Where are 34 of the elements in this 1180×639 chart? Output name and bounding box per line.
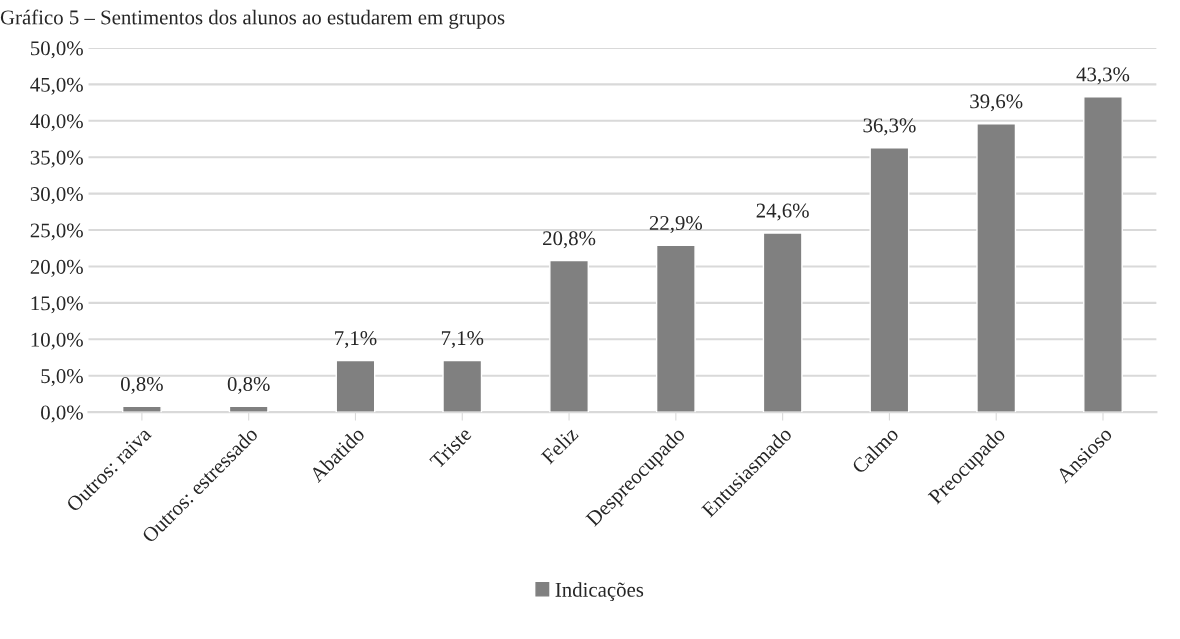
- y-tick-label: 35,0%: [30, 150, 83, 168]
- bar: [1083, 96, 1123, 413]
- y-tick-label: 40,0%: [30, 114, 83, 132]
- bar: [335, 359, 376, 413]
- data-label: 22,9%: [649, 215, 703, 233]
- y-tick-label: 10,0%: [31, 332, 83, 350]
- data-label: 7,1%: [441, 331, 484, 349]
- bar: [228, 405, 269, 413]
- data-label: 39,6%: [970, 94, 1023, 112]
- y-tick-label: 5,0%: [41, 369, 83, 387]
- y-tick-label: 45,0%: [30, 77, 83, 95]
- data-label: 24,6%: [756, 203, 809, 221]
- bar: [869, 147, 910, 413]
- data-label: 43,3%: [1076, 67, 1130, 85]
- y-tick-label: 15,0%: [31, 296, 83, 314]
- y-tick-label: 30,0%: [30, 186, 83, 205]
- data-label: 36,3%: [863, 118, 916, 136]
- x-tick-label: Feliz: [540, 425, 580, 465]
- chart-title: Gráfico 5 – Sentimentos dos alunos ao estudarem em grupos: [0, 9, 505, 29]
- y-tick-label: 25,0%: [30, 223, 83, 241]
- data-label: 20,8%: [543, 231, 596, 249]
- y-tick-label: 50,0%: [31, 41, 83, 59]
- bar: [762, 232, 803, 413]
- data-label: 7,1%: [335, 331, 377, 349]
- bar: [655, 244, 696, 413]
- legend-label: Indicações: [555, 582, 644, 602]
- bar: [442, 359, 483, 413]
- bar: [549, 259, 589, 413]
- bar: [976, 122, 1017, 413]
- data-label: 0,8%: [120, 376, 163, 394]
- bar: [121, 405, 162, 413]
- y-tick-label: 0,0%: [41, 405, 83, 423]
- data-label: 0,8%: [227, 376, 270, 394]
- y-tick-label: 20,0%: [30, 259, 83, 277]
